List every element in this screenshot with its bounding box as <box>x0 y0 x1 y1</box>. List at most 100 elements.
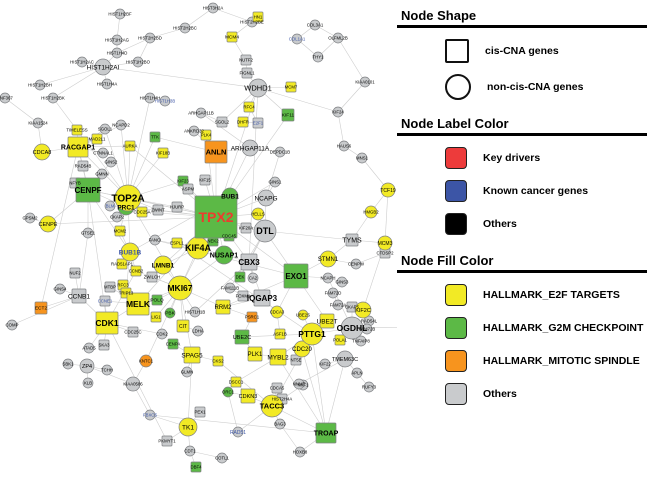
graph-node-mcm2[interactable] <box>114 225 126 237</box>
graph-node-tmem63c[interactable] <box>336 350 354 368</box>
graph-node-dbf4[interactable] <box>190 461 202 473</box>
graph-node-nuf2[interactable] <box>69 267 81 279</box>
graph-node-wdhd1[interactable] <box>248 78 268 98</box>
graph-node-hn1[interactable] <box>252 11 264 23</box>
graph-node-fam111b[interactable] <box>224 282 236 294</box>
graph-node-tacc3[interactable] <box>260 394 284 418</box>
graph-node-nnmt[interactable] <box>293 378 305 390</box>
graph-node-lmnb1[interactable] <box>153 255 173 275</box>
graph-node-col3a1[interactable] <box>309 19 321 31</box>
graph-node-cdk1[interactable] <box>95 311 119 335</box>
graph-node-gins3[interactable] <box>336 276 348 288</box>
graph-node-cdc25a[interactable] <box>136 206 148 218</box>
graph-node-depdc1b[interactable] <box>274 146 286 158</box>
graph-node-sbk1[interactable] <box>62 358 74 370</box>
graph-node-melk[interactable] <box>126 292 150 316</box>
graph-node-ncapg[interactable] <box>257 189 275 207</box>
graph-node-aspm[interactable] <box>182 183 194 195</box>
graph-node-fam72d[interactable] <box>327 287 339 299</box>
graph-node-cbx3[interactable] <box>240 253 258 271</box>
graph-node-troap[interactable] <box>315 422 337 444</box>
graph-node-hist1h4h[interactable] <box>144 92 156 104</box>
graph-node-hist2h2bd[interactable] <box>144 32 156 44</box>
graph-node-asf1b[interactable] <box>274 328 286 340</box>
graph-node-ldha[interactable] <box>192 325 204 337</box>
graph-node-kif11[interactable] <box>281 108 295 122</box>
graph-node-foxm1[interactable] <box>237 290 249 302</box>
graph-node-plk4[interactable] <box>200 129 212 141</box>
graph-node-hjurp[interactable] <box>171 201 183 213</box>
graph-node-dscc1[interactable] <box>230 376 242 388</box>
graph-node-ccnb2[interactable] <box>130 265 142 277</box>
graph-node-cenpw[interactable] <box>350 258 362 270</box>
graph-node-atad5[interactable] <box>83 342 95 354</box>
graph-node-kif24[interactable] <box>332 106 344 118</box>
graph-node-mcm3[interactable] <box>377 235 393 251</box>
graph-node-fignl1[interactable] <box>241 67 253 79</box>
graph-node-bub1b[interactable] <box>120 242 140 262</box>
graph-node-timeless[interactable] <box>71 124 83 136</box>
graph-node-rfc4[interactable] <box>243 101 255 113</box>
graph-node-znf367[interactable] <box>0 92 11 104</box>
graph-node-dhfr[interactable] <box>237 116 249 128</box>
graph-node-pkmyt1[interactable] <box>161 435 173 447</box>
graph-node-ckap2[interactable] <box>111 211 123 223</box>
graph-node-col1a1[interactable] <box>291 33 303 45</box>
graph-node-mki67[interactable] <box>167 275 193 301</box>
graph-node-cdc20[interactable] <box>293 340 311 358</box>
graph-node-tcf19[interactable] <box>380 182 396 198</box>
graph-node-nt5e[interactable] <box>290 354 302 366</box>
graph-node-kiaa0101[interactable] <box>359 76 371 88</box>
graph-node-hist3h2a[interactable] <box>207 2 219 14</box>
graph-node-mcm7[interactable] <box>285 81 297 93</box>
graph-node-top2a[interactable] <box>114 184 142 212</box>
graph-node-ccne1[interactable] <box>99 295 111 307</box>
graph-node-cenpf[interactable] <box>75 177 101 203</box>
graph-node-hoxb8[interactable] <box>294 446 306 458</box>
graph-node-hist1h4d[interactable] <box>111 47 123 59</box>
graph-node-rrm2[interactable] <box>215 299 231 315</box>
graph-node-thy1[interactable] <box>312 51 324 63</box>
graph-node-nutf2[interactable] <box>240 54 252 66</box>
graph-node-pttg1[interactable] <box>300 322 324 346</box>
graph-node-hist1h2ai[interactable] <box>94 58 112 76</box>
graph-node-gins4[interactable] <box>54 283 66 295</box>
graph-node-kntc1[interactable] <box>139 354 153 368</box>
graph-node-fanci[interactable] <box>149 234 161 246</box>
graph-node-klb[interactable] <box>82 377 94 389</box>
graph-node-tyms[interactable] <box>345 233 359 247</box>
graph-node-haus6[interactable] <box>338 140 350 152</box>
graph-node-cdc25c[interactable] <box>127 326 139 338</box>
graph-node-ccnb1[interactable] <box>71 288 87 304</box>
graph-node-hist1h2bh[interactable] <box>34 79 46 91</box>
graph-node-espl1[interactable] <box>171 237 183 249</box>
graph-node-pola1[interactable] <box>334 334 346 346</box>
graph-node-kif15[interactable] <box>199 174 211 186</box>
graph-node-cdca8[interactable] <box>33 143 51 161</box>
graph-node-hist1h3b[interactable] <box>159 95 171 107</box>
graph-node-glmn[interactable] <box>181 366 193 378</box>
graph-node-ska3[interactable] <box>98 339 110 351</box>
graph-node-polq[interactable] <box>151 294 163 306</box>
graph-node-ube2t[interactable] <box>319 313 335 329</box>
graph-node-arhgap11b[interactable] <box>195 107 207 119</box>
graph-node-fam72a[interactable] <box>332 299 344 311</box>
graph-node-hmgb2[interactable] <box>364 205 378 219</box>
graph-node-hist1h4a[interactable] <box>101 78 113 90</box>
graph-node-kif20a[interactable] <box>240 222 252 234</box>
graph-node-anln[interactable] <box>204 140 228 164</box>
graph-node-ncaph[interactable] <box>322 272 334 284</box>
graph-node-ube2c[interactable] <box>234 329 250 345</box>
graph-node-cdk2[interactable] <box>156 328 168 340</box>
graph-node-gins2[interactable] <box>105 156 117 168</box>
graph-node-exo1[interactable] <box>283 263 309 289</box>
graph-node-hist1h1b[interactable] <box>189 306 201 318</box>
graph-node-e2f1[interactable] <box>252 117 264 129</box>
graph-node-ect2[interactable] <box>34 301 48 315</box>
graph-node-cit[interactable] <box>176 319 190 333</box>
graph-node-apln[interactable] <box>351 367 363 379</box>
graph-node-racgap1[interactable] <box>67 136 89 158</box>
graph-node-tk1[interactable] <box>178 417 198 437</box>
graph-node-kiaa0586[interactable] <box>125 376 141 392</box>
graph-node-cks2[interactable] <box>212 355 224 367</box>
